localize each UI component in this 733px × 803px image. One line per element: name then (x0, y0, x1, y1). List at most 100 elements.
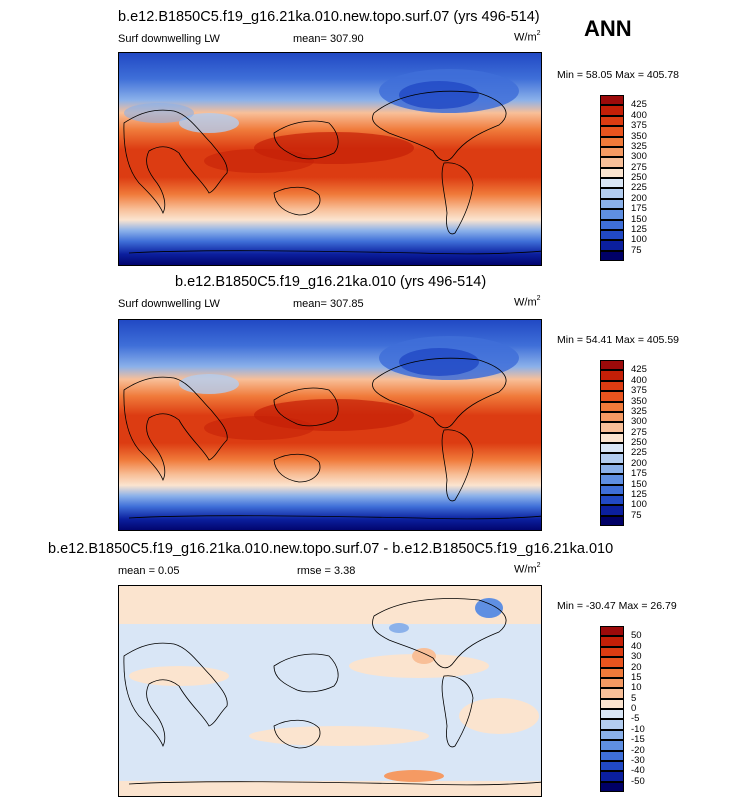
colorbar-box (600, 115, 624, 127)
colorbar-tick-label: 125 (631, 223, 647, 235)
colorbar-tick-label: 125 (631, 488, 647, 500)
colorbar-box (600, 401, 624, 412)
panel-2-map (118, 319, 542, 531)
colorbar-tick-label: 30 (631, 651, 642, 663)
colorbar-tick-label: 5 (631, 692, 637, 704)
colorbar-tick-label: 40 (631, 640, 642, 652)
season-label: ANN (584, 16, 632, 41)
colorbar-tick-label: 150 (631, 213, 647, 225)
colorbar-box (600, 688, 624, 699)
panel-2-title: b.e12.B1850C5.f19_g16.21ka.010 (yrs 496-… (175, 274, 487, 290)
colorbar-box (600, 729, 624, 741)
colorbar-tick-label: 175 (631, 203, 647, 215)
colorbar-tick-label: -20 (631, 744, 645, 756)
colorbar-tick-label: 350 (631, 395, 647, 407)
colorbar-tick-label: 100 (631, 499, 647, 511)
colorbar-box (600, 667, 624, 678)
colorbar-box (600, 463, 624, 475)
colorbar-tick-label: 0 (631, 703, 637, 714)
colorbar-tick-label: 375 (631, 385, 647, 397)
colorbar-box (600, 771, 624, 782)
colorbar-tick-label: -40 (631, 765, 645, 777)
colorbar-box (600, 209, 624, 220)
colorbar-tick-label: 425 (631, 99, 647, 111)
colorbar-tick-label: 300 (631, 151, 647, 163)
colorbar-tick-label: 10 (631, 682, 642, 694)
colorbar-box (600, 370, 624, 381)
colorbar-box (600, 240, 624, 251)
panel-2-colorbar: 425 400 375 350 325 300 275 250 225 200 175 150 125 1… (600, 360, 647, 526)
colorbar-tick-label: 100 (631, 234, 647, 246)
colorbar-box (600, 198, 624, 210)
colorbar-box (600, 443, 624, 454)
panel-2-minmax: Min = 54.41 Max = 405.59 (557, 334, 679, 346)
colorbar-box (600, 105, 624, 116)
colorbar-box (600, 229, 624, 241)
panel-2-units: W/m2 (514, 295, 541, 309)
panel-3-units: W/m2 (514, 562, 541, 576)
colorbar-tick-label: 225 (631, 182, 647, 194)
colorbar-tick-label: 200 (631, 192, 647, 204)
panel-1-mean-label: mean= 307.90 (293, 33, 364, 45)
panel-1-field-svg (119, 53, 541, 265)
colorbar-box (600, 709, 624, 720)
panel-3-field-svg (119, 586, 541, 796)
colorbar-tick-label: 175 (631, 468, 647, 480)
panel-3-map (118, 585, 542, 797)
colorbar-box (600, 740, 624, 751)
colorbar-tick-label: -50 (631, 775, 645, 787)
colorbar-tick-label: 275 (631, 161, 647, 173)
colorbar-tick-label: 425 (631, 364, 647, 376)
colorbar-box (600, 188, 624, 199)
colorbar-box (600, 146, 624, 158)
colorbar-tick-label: 150 (631, 478, 647, 490)
colorbar-box (600, 126, 624, 137)
panel-2-mean-label: mean= 307.85 (293, 298, 364, 310)
colorbar-tick-label: -5 (631, 713, 640, 725)
colorbar-tick-label: 15 (631, 671, 642, 683)
colorbar-tick-label: 400 (631, 374, 647, 386)
colorbar-box (600, 250, 624, 261)
colorbar-box (600, 494, 624, 506)
colorbar-tick-label: 325 (631, 140, 647, 152)
panel-1-title: b.e12.B1850C5.f19_g16.21ka.010.new.topo.… (118, 9, 540, 25)
panel-3-title: b.e12.B1850C5.f19_g16.21ka.010.new.topo.… (48, 541, 614, 557)
colorbar-box (600, 422, 624, 433)
colorbar-box (600, 157, 624, 168)
panel-1-minmax: Min = 58.05 Max = 405.78 (557, 69, 679, 81)
panel-1-colorbar: 425 400 375 350 325 300 275 250 225 200 175 150 125 1… (600, 95, 647, 261)
colorbar-box (600, 136, 624, 147)
colorbar-box (600, 626, 624, 637)
colorbar-box (600, 95, 624, 106)
colorbar-tick-label: -10 (631, 723, 645, 735)
colorbar-box (600, 360, 624, 371)
colorbar-box (600, 781, 624, 792)
colorbar-tick-label: 20 (631, 661, 642, 673)
colorbar-box (600, 411, 624, 423)
panel-1-units: W/m2 (514, 30, 541, 44)
panel-2-field-svg (119, 320, 541, 530)
colorbar-box (600, 646, 624, 658)
colorbar-tick-label: -30 (631, 754, 645, 766)
colorbar-box (600, 380, 624, 392)
colorbar-box (600, 432, 624, 443)
colorbar-tick-label: 400 (631, 109, 647, 121)
colorbar-box (600, 719, 624, 730)
colorbar-box (600, 219, 624, 230)
colorbar-box (600, 657, 624, 668)
colorbar-box (600, 636, 624, 647)
colorbar-tick-label: 75 (631, 244, 642, 256)
colorbar-tick-label: 325 (631, 405, 647, 417)
colorbar-box (600, 474, 624, 485)
colorbar-box (600, 167, 624, 178)
colorbar-box (600, 677, 624, 689)
colorbar-tick-label: 250 (631, 172, 647, 183)
colorbar-box (600, 391, 624, 402)
panel-3-rmse-label: rmse = 3.38 (297, 565, 356, 577)
colorbar-box (600, 515, 624, 526)
colorbar-box (600, 750, 624, 761)
colorbar-tick-label: 250 (631, 437, 647, 448)
panel-3-minmax: Min = -30.47 Max = 26.79 (557, 600, 677, 612)
colorbar-tick-label: 225 (631, 447, 647, 459)
colorbar-tick-label: 200 (631, 457, 647, 469)
